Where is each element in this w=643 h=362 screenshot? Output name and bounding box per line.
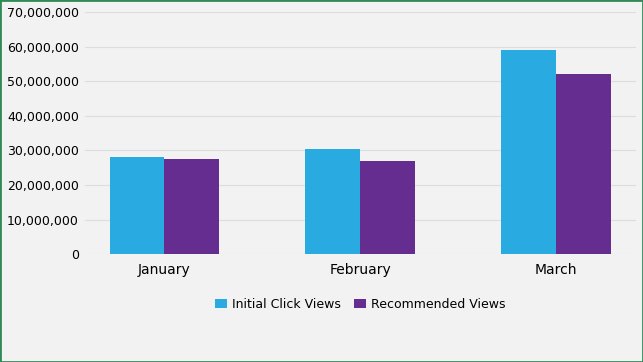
Bar: [109, 157, 165, 254]
Bar: [556, 74, 611, 254]
Bar: [305, 149, 360, 254]
Bar: [360, 161, 415, 254]
Bar: [165, 159, 219, 254]
Bar: [502, 50, 556, 254]
Legend: Initial Click Views, Recommended Views: Initial Click Views, Recommended Views: [210, 293, 511, 316]
